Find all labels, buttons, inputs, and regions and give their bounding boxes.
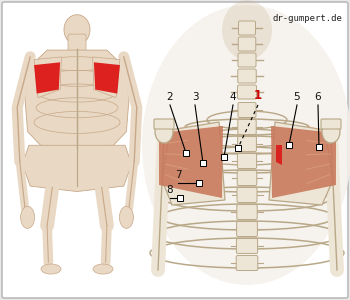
Polygon shape xyxy=(34,62,60,94)
FancyBboxPatch shape xyxy=(238,136,257,152)
Text: 1: 1 xyxy=(254,89,262,102)
Text: 8: 8 xyxy=(167,185,173,195)
Polygon shape xyxy=(269,122,333,205)
FancyBboxPatch shape xyxy=(238,103,256,118)
Polygon shape xyxy=(34,57,61,98)
FancyBboxPatch shape xyxy=(236,238,258,253)
Bar xyxy=(221,154,227,160)
Ellipse shape xyxy=(222,0,272,60)
Ellipse shape xyxy=(142,5,350,285)
FancyBboxPatch shape xyxy=(238,37,256,51)
FancyBboxPatch shape xyxy=(238,85,257,99)
Bar xyxy=(200,160,206,166)
FancyBboxPatch shape xyxy=(68,34,86,56)
Polygon shape xyxy=(94,62,120,94)
FancyBboxPatch shape xyxy=(237,205,257,220)
Text: 7: 7 xyxy=(175,170,181,180)
FancyBboxPatch shape xyxy=(238,53,256,67)
Ellipse shape xyxy=(322,121,340,143)
Polygon shape xyxy=(25,50,129,151)
FancyBboxPatch shape xyxy=(236,256,258,271)
FancyBboxPatch shape xyxy=(154,119,174,129)
Ellipse shape xyxy=(119,206,133,228)
Bar xyxy=(183,150,189,156)
FancyBboxPatch shape xyxy=(237,170,257,185)
Polygon shape xyxy=(162,122,225,205)
FancyBboxPatch shape xyxy=(238,119,256,134)
FancyBboxPatch shape xyxy=(321,119,341,129)
Polygon shape xyxy=(93,57,120,98)
FancyBboxPatch shape xyxy=(237,221,257,236)
Text: 2: 2 xyxy=(167,92,173,102)
Text: 3: 3 xyxy=(192,92,198,102)
FancyBboxPatch shape xyxy=(237,154,257,169)
Text: 4: 4 xyxy=(230,92,236,102)
Ellipse shape xyxy=(155,121,173,143)
Ellipse shape xyxy=(93,264,113,274)
Ellipse shape xyxy=(64,15,90,45)
Bar xyxy=(286,142,292,148)
Text: dr-gumpert.de: dr-gumpert.de xyxy=(272,14,342,23)
Polygon shape xyxy=(22,145,132,191)
Text: 5: 5 xyxy=(294,92,300,102)
Polygon shape xyxy=(271,126,336,198)
Polygon shape xyxy=(159,126,223,198)
FancyBboxPatch shape xyxy=(2,2,348,298)
FancyBboxPatch shape xyxy=(238,69,256,83)
Ellipse shape xyxy=(21,206,35,228)
Bar xyxy=(316,144,322,150)
Polygon shape xyxy=(276,145,282,165)
FancyBboxPatch shape xyxy=(237,188,257,202)
Bar xyxy=(235,145,241,151)
Ellipse shape xyxy=(41,264,61,274)
Text: 6: 6 xyxy=(315,92,321,102)
Bar xyxy=(177,195,183,201)
Bar xyxy=(196,180,202,186)
FancyBboxPatch shape xyxy=(238,21,256,35)
